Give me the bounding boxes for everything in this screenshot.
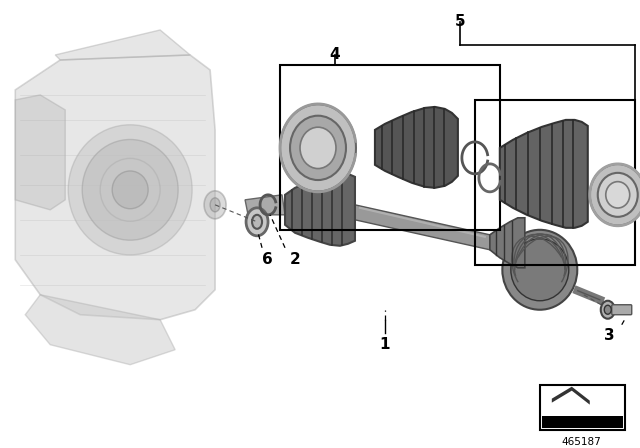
Ellipse shape xyxy=(511,239,569,301)
Text: 6: 6 xyxy=(262,252,273,267)
Ellipse shape xyxy=(280,104,356,192)
Ellipse shape xyxy=(100,158,160,221)
Ellipse shape xyxy=(598,173,637,217)
Ellipse shape xyxy=(590,164,640,226)
Text: 2: 2 xyxy=(290,252,300,267)
Text: 465187: 465187 xyxy=(562,437,602,447)
Ellipse shape xyxy=(290,116,346,180)
Bar xyxy=(540,385,625,430)
Polygon shape xyxy=(15,95,65,210)
Polygon shape xyxy=(55,30,190,60)
Text: 4: 4 xyxy=(330,47,340,62)
Ellipse shape xyxy=(604,305,611,314)
Bar xyxy=(475,100,635,265)
Polygon shape xyxy=(355,205,490,250)
Polygon shape xyxy=(15,55,215,320)
Ellipse shape xyxy=(502,230,577,310)
Bar xyxy=(542,416,623,428)
Ellipse shape xyxy=(601,301,615,319)
Ellipse shape xyxy=(605,181,630,208)
Polygon shape xyxy=(500,120,588,228)
Ellipse shape xyxy=(82,139,178,240)
Polygon shape xyxy=(285,173,355,246)
Ellipse shape xyxy=(204,191,226,219)
Bar xyxy=(280,65,500,230)
Polygon shape xyxy=(552,387,590,405)
Polygon shape xyxy=(490,218,525,268)
Polygon shape xyxy=(245,195,285,215)
Ellipse shape xyxy=(68,125,192,255)
Ellipse shape xyxy=(300,127,336,168)
Polygon shape xyxy=(375,107,458,188)
Text: 1: 1 xyxy=(380,337,390,352)
FancyBboxPatch shape xyxy=(612,305,632,315)
Ellipse shape xyxy=(246,208,268,236)
Text: 5: 5 xyxy=(454,14,465,30)
Polygon shape xyxy=(25,295,175,365)
Ellipse shape xyxy=(112,171,148,209)
Text: 3: 3 xyxy=(604,328,615,343)
Ellipse shape xyxy=(252,215,262,229)
Ellipse shape xyxy=(210,198,220,212)
